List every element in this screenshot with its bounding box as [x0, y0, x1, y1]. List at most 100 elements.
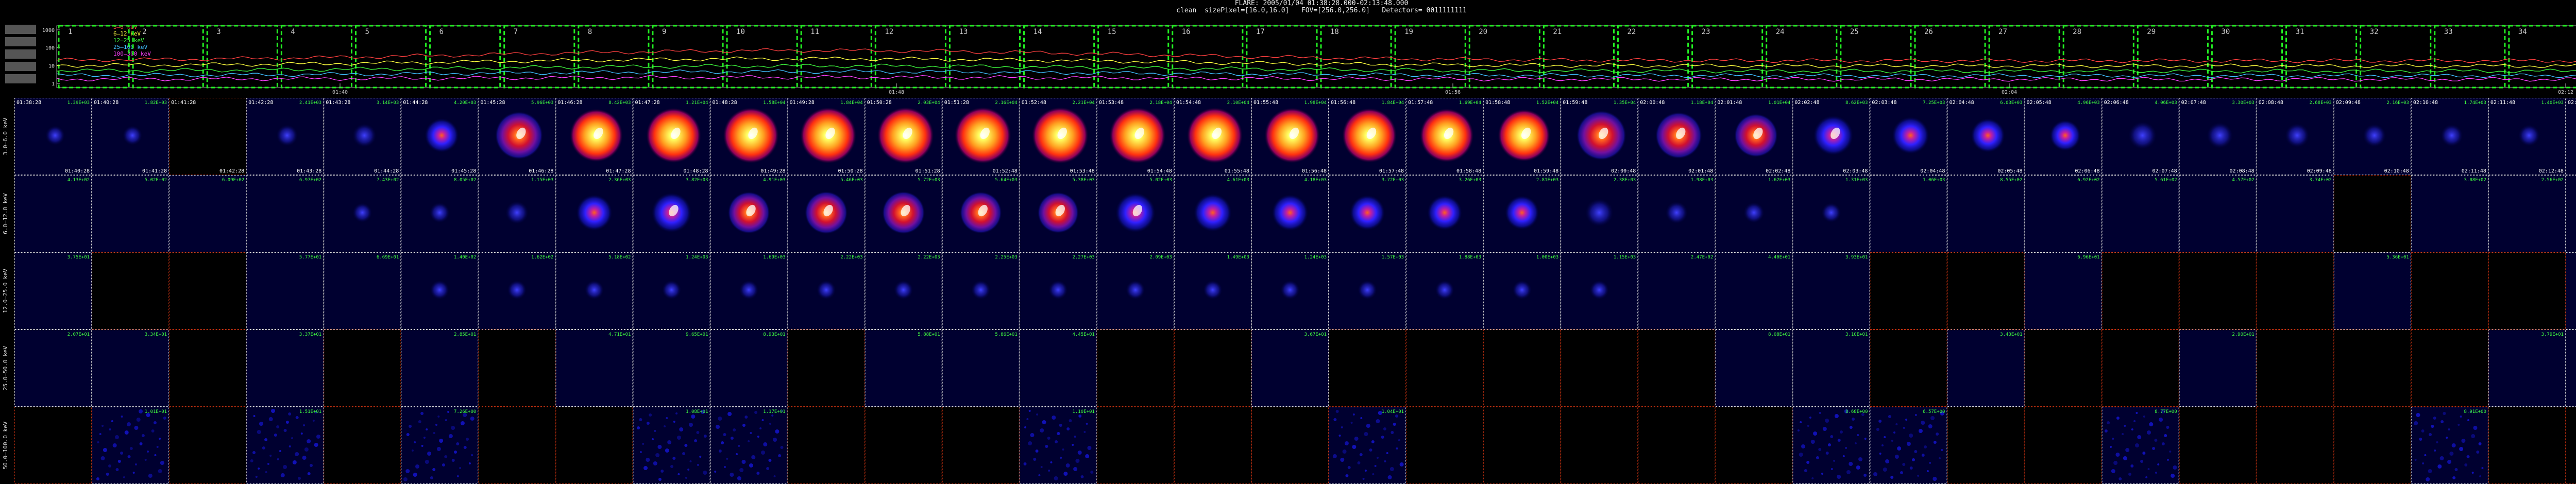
interval-number: 26: [1924, 28, 1933, 36]
interval-box: [58, 25, 130, 89]
source-core: [516, 127, 526, 140]
noise-speckle: [2452, 476, 2456, 479]
noise-speckle: [451, 426, 455, 430]
lightcurve-line: [56, 69, 2576, 78]
noise-speckle: [2429, 433, 2432, 436]
cell-background: [2411, 175, 2488, 252]
noise-speckle: [1900, 471, 1903, 474]
image-cell: 4.57E+02: [2179, 175, 2257, 252]
noise-speckle: [2155, 472, 2157, 474]
end-time-label: 01:59:48: [1534, 168, 1558, 174]
image-cell: 3.37E+01: [246, 330, 324, 407]
noise-speckle: [1052, 416, 1056, 420]
image-cell: 4.06E+03 02:06:48 02:07:48: [2102, 98, 2179, 175]
peak-value: 1.31E+03: [1845, 178, 1868, 183]
noise-speckle: [2115, 453, 2120, 457]
noise-speckle: [136, 418, 141, 422]
cell-frame: [478, 252, 556, 330]
noise-speckle: [406, 433, 410, 436]
noise-speckle: [646, 458, 650, 462]
end-time-label: 02:04:48: [1920, 168, 1945, 174]
cell-frame: [2333, 252, 2411, 330]
noise-speckle: [103, 448, 107, 452]
start-time-label: 01:59:48: [1563, 100, 1587, 106]
cell-frame: [246, 252, 324, 330]
noise-speckle: [652, 438, 654, 440]
image-cell: [2024, 330, 2102, 407]
cell-frame: [1792, 175, 1870, 252]
cell-frame: [555, 175, 633, 252]
source-blob: [430, 280, 450, 300]
noise-speckle: [1861, 413, 1865, 416]
noise-speckle: [1914, 414, 1917, 416]
left-scale-block: [5, 37, 36, 46]
peak-value: 1.01E+01: [145, 409, 167, 414]
source-core: [1753, 127, 1763, 140]
noise-speckle: [300, 433, 303, 435]
image-cell: [555, 407, 633, 484]
noise-speckle: [158, 469, 162, 473]
peak-value: 3.79E+01: [2541, 332, 2564, 337]
peak-value: 1.69E+03: [763, 255, 785, 260]
interval-box: [1023, 25, 1095, 89]
peak-value: 1.62E+03: [1768, 178, 1790, 183]
cell-frame: [92, 252, 170, 330]
cell-frame: [865, 252, 942, 330]
cell-background: [14, 407, 92, 484]
noise-speckle: [1023, 462, 1027, 465]
legend-entry: 6–12 keV: [113, 30, 141, 37]
noise-speckle: [2134, 443, 2139, 447]
image-cell: 1.88E+03: [1406, 252, 1484, 330]
peak-value: 1.39E+03: [67, 100, 90, 106]
peak-value: 3.26E+03: [1459, 178, 1481, 183]
noise-speckle: [109, 428, 111, 430]
interval-number: 1: [68, 28, 72, 36]
cell-frame: [1870, 252, 1947, 330]
lightcurve-line: [56, 63, 2576, 74]
source-blob: [429, 202, 450, 223]
noise-speckle: [1059, 424, 1062, 427]
cell-background: [2488, 407, 2566, 484]
image-cell: 5.64E+03: [942, 175, 1020, 252]
end-time-label: 02:09:48: [2307, 168, 2332, 174]
noise-speckle: [99, 433, 101, 435]
cell-frame: [2179, 175, 2257, 252]
image-cell: [942, 407, 1020, 484]
noise-speckle: [1849, 426, 1853, 429]
noise-speckle: [2481, 467, 2484, 469]
peak-value: 4.40E+01: [1768, 255, 1790, 260]
cell-background: [1715, 330, 1793, 407]
image-cell: 1.15E+03: [1561, 252, 1638, 330]
interval-box: [1246, 25, 1318, 89]
energy-band-label: 50.0–100.0 keV: [2, 421, 9, 469]
noise-speckle: [1813, 431, 1818, 436]
cell-background: [2179, 252, 2257, 330]
noise-speckle: [2137, 435, 2142, 439]
image-cell: 2.13E+02: [2565, 175, 2576, 252]
noise-speckle: [739, 468, 744, 472]
end-time-label: 01:53:48: [1070, 168, 1095, 174]
end-time-label: 02:06:48: [2075, 168, 2099, 174]
image-cell: [865, 407, 942, 484]
noise-speckle: [1024, 426, 1027, 428]
noise-speckle: [2128, 473, 2131, 476]
peak-value: 3.74E+02: [2309, 178, 2331, 183]
cell-frame: [2102, 252, 2179, 330]
peak-value: 8.62E+03: [1845, 100, 1868, 106]
peak-value: 3.30E+03: [2232, 100, 2254, 106]
noise-speckle: [665, 448, 669, 453]
noise-speckle: [1921, 454, 1925, 457]
peak-value: 1.00E+03: [1536, 255, 1558, 260]
noise-speckle: [1057, 432, 1060, 435]
noise-speckle: [2426, 477, 2430, 481]
interval-number: 24: [1776, 28, 1785, 36]
noise-speckle: [307, 472, 311, 475]
energy-band-label: 3.0–6.0 keV: [2, 117, 9, 155]
cell-background: [2565, 407, 2576, 484]
cell-frame: [1561, 98, 1638, 175]
image-cell: 3.43E+01: [1947, 330, 2025, 407]
peak-value: 8.93E+01: [763, 332, 785, 337]
noise-speckle: [1048, 470, 1050, 472]
image-cell: 4.18E+03: [1251, 175, 1329, 252]
image-cell: [1406, 407, 1484, 484]
